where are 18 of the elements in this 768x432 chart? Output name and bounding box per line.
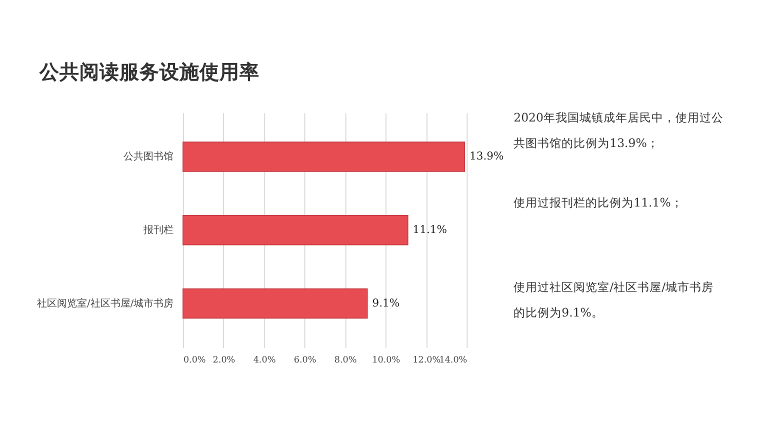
x-tick-label: 12.0% xyxy=(412,356,441,366)
chart-title: 公共阅读服务设施使用率 xyxy=(38,60,260,84)
data-label: 13.9% xyxy=(470,150,504,163)
x-tick-label: 4.0% xyxy=(253,356,276,366)
y-tick-label: 社区阅览室/社区书屋/城市书房 xyxy=(37,297,174,310)
x-tick-label: 0.0% xyxy=(183,356,206,366)
text: 使用过社区阅览室/社区书屋/城市书房的比例为9.1%。 xyxy=(514,280,714,320)
data-label: 11.1% xyxy=(412,223,447,236)
x-tick-label: 6.0% xyxy=(294,356,316,366)
y-tick-label: 报刊栏 xyxy=(142,224,174,236)
x-tick-label: 2.0% xyxy=(212,356,236,366)
x-tick-label: 8.0% xyxy=(334,356,357,366)
y-tick-label: 公共图书馆 xyxy=(124,150,174,163)
data-label: 9.1% xyxy=(372,296,400,310)
x-tick-label: 10.0% xyxy=(372,356,400,366)
text: 2020年我国城镇成年居民中，使用过公共图书馆的比例为13.9%； xyxy=(514,110,724,150)
text: 使用过报刊栏的比例为11.1%； xyxy=(514,195,683,210)
x-tick-label: 14.0% xyxy=(439,356,468,366)
